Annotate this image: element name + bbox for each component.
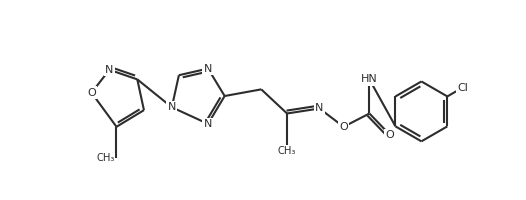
Text: HN: HN — [361, 74, 378, 84]
Text: N: N — [315, 103, 323, 113]
Text: O: O — [386, 130, 394, 140]
Text: N: N — [204, 119, 212, 129]
Text: N: N — [168, 102, 176, 112]
Text: N: N — [204, 64, 212, 74]
Text: Cl: Cl — [457, 83, 468, 93]
Text: O: O — [87, 88, 96, 98]
Text: CH₃: CH₃ — [96, 153, 115, 163]
Text: N: N — [105, 65, 114, 75]
Text: O: O — [339, 122, 348, 132]
Text: CH₃: CH₃ — [278, 146, 296, 156]
